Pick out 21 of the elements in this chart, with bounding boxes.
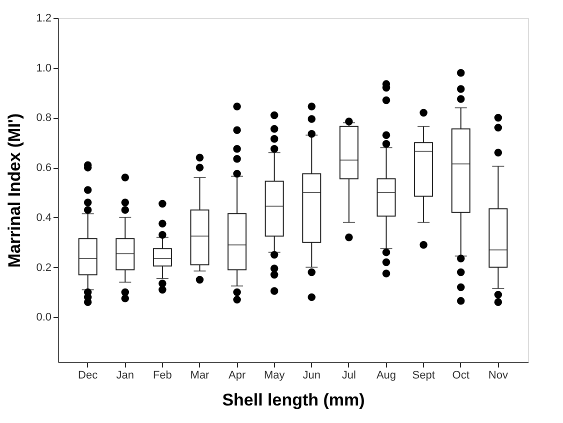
x-tick-label: Nov [488, 370, 508, 382]
y-tick-label: 0.2 [36, 262, 52, 274]
x-tick-label: Jul [342, 370, 356, 382]
x-tick-label: Apr [228, 370, 246, 382]
x-tick-label: May [264, 370, 286, 382]
x-tick-label: Jan [116, 370, 134, 382]
x-tick-label: Sept [412, 370, 435, 382]
x-axis-title: Shell length (mm) [222, 390, 365, 410]
y-tick-label: 0.6 [36, 162, 52, 174]
x-tick-label: Mar [190, 370, 210, 382]
y-tick-label: 0.4 [36, 212, 52, 224]
x-tick-label: Feb [152, 370, 172, 382]
y-axis-title: Marrinal Index (MI') [5, 113, 24, 268]
y-tick-label: 0.0 [36, 312, 52, 324]
y-tick-label: 1.2 [36, 12, 52, 24]
x-tick-label: Oct [452, 370, 470, 382]
x-tick-label: Aug [376, 370, 396, 382]
y-tick-label: 1.0 [36, 62, 52, 74]
y-tick-label: 0.8 [36, 112, 52, 124]
x-tick-label: Jun [302, 370, 321, 382]
x-tick-label: Dec [78, 370, 98, 382]
